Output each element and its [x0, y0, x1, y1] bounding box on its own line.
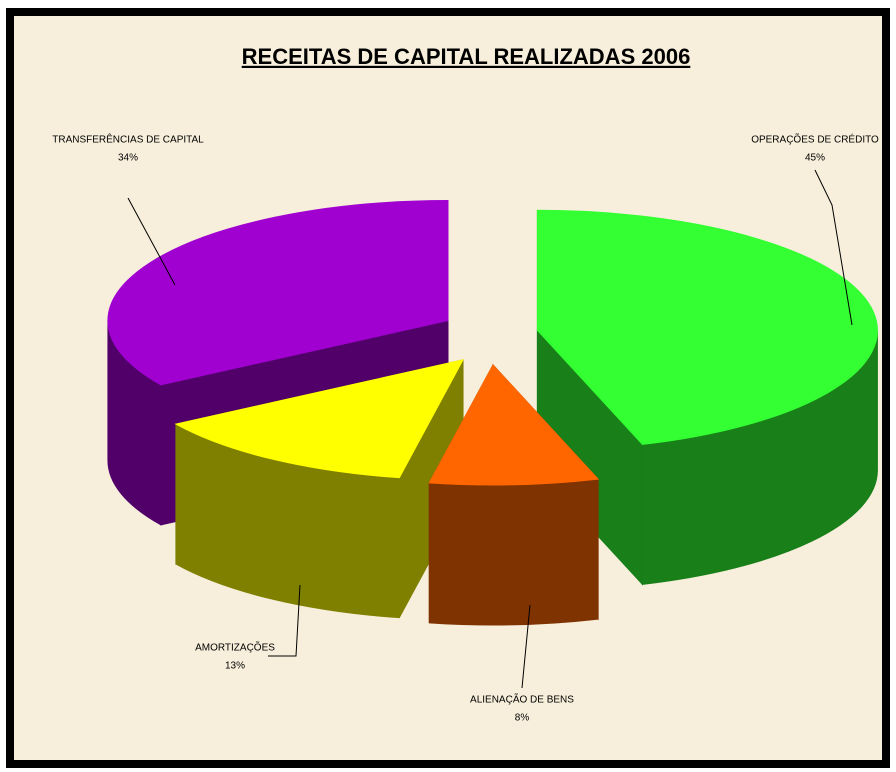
slice-value-label: 13%: [225, 661, 245, 672]
slice: [428, 364, 600, 486]
slice-label: TRANSFERÊNCIAS DE CAPITAL: [52, 133, 204, 146]
slice: [174, 359, 464, 479]
slice-label: AMORTIZAÇÕES: [195, 641, 275, 654]
leader-line: [814, 169, 853, 326]
slice-value-label: 34%: [118, 153, 138, 164]
leader-line: [127, 197, 176, 286]
slice-value-label: 8%: [515, 713, 530, 724]
slice-value-label: 45%: [805, 153, 825, 164]
slice-label: ALIENAÇÃO DE BENS: [470, 693, 574, 706]
slice: [107, 200, 449, 386]
slice-label: OPERAÇÕES DE CRÉDITO: [751, 133, 879, 146]
leader-line: [268, 584, 301, 657]
leader-line: [521, 604, 531, 689]
slice-side: [428, 478, 599, 626]
chart-title: RECEITAS DE CAPITAL REALIZADAS 2006: [242, 44, 691, 69]
slice: [536, 209, 878, 445]
